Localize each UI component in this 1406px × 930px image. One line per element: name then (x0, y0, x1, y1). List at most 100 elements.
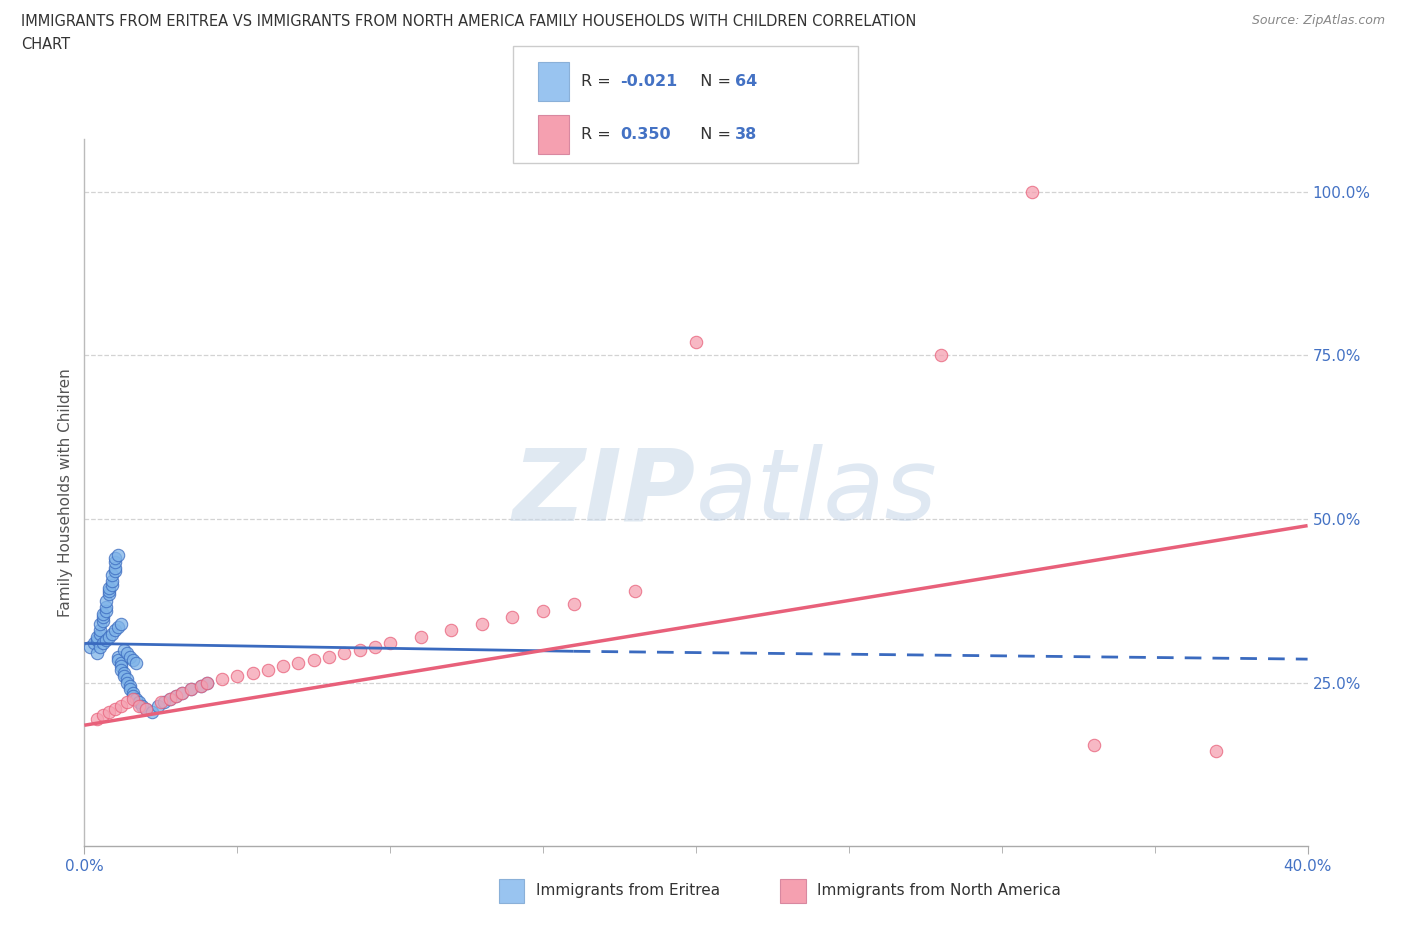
Point (94, 604, 117, 618)
Point (86, 630, 108, 644)
Point (83, 636, 105, 651)
Point (165, 688, 187, 703)
Point (115, 695, 138, 710)
Text: atlas: atlas (696, 445, 938, 541)
Point (86, 632, 108, 647)
Y-axis label: Family Households with Children: Family Households with Children (58, 368, 73, 618)
Point (440, 623, 463, 638)
Point (120, 649, 142, 664)
Point (104, 701, 127, 716)
Point (257, 662, 280, 677)
Point (471, 617, 494, 631)
Point (531, 604, 554, 618)
Point (1083, 737, 1105, 752)
Point (128, 695, 150, 710)
Point (211, 672, 233, 687)
Point (172, 685, 194, 700)
Point (91, 636, 114, 651)
Point (302, 652, 325, 667)
Point (91, 613, 114, 628)
Point (287, 656, 309, 671)
Point (128, 698, 150, 713)
Point (107, 652, 129, 667)
Point (89, 639, 111, 654)
Text: R =: R = (581, 127, 616, 142)
Point (122, 652, 145, 667)
Text: Immigrants from Eritrea: Immigrants from Eritrea (536, 884, 720, 898)
Point (112, 669, 135, 684)
Point (1021, 184, 1043, 199)
Point (226, 669, 249, 684)
Point (242, 666, 264, 681)
Point (94, 593, 117, 608)
Point (112, 643, 135, 658)
Point (110, 662, 132, 677)
Point (97, 705, 120, 720)
Point (349, 643, 371, 658)
Point (146, 698, 169, 713)
Point (97, 630, 120, 644)
Point (101, 626, 124, 641)
Point (159, 692, 181, 707)
Point (135, 701, 157, 716)
Text: ZIP: ZIP (513, 445, 696, 541)
Point (107, 548, 129, 563)
Point (110, 656, 132, 671)
Point (120, 679, 142, 694)
Text: N =: N = (690, 73, 737, 88)
Point (104, 554, 127, 569)
Point (101, 578, 124, 592)
Point (104, 561, 127, 576)
Point (149, 695, 172, 710)
Point (101, 574, 124, 589)
Text: CHART: CHART (21, 37, 70, 52)
Text: -0.021: -0.021 (620, 73, 678, 88)
Point (91, 708, 114, 723)
Point (1205, 744, 1227, 759)
Point (159, 692, 181, 707)
Point (318, 649, 340, 664)
Point (153, 695, 176, 710)
Point (97, 587, 120, 602)
Point (624, 584, 647, 599)
Point (120, 682, 142, 697)
Point (685, 335, 707, 350)
Point (125, 692, 148, 707)
Point (115, 672, 138, 687)
Point (86, 711, 108, 726)
Point (190, 679, 212, 694)
Point (115, 645, 138, 660)
Point (195, 675, 218, 690)
Point (165, 688, 187, 703)
Point (190, 679, 212, 694)
Text: Source: ZipAtlas.com: Source: ZipAtlas.com (1251, 14, 1385, 27)
Point (929, 348, 952, 363)
Point (125, 656, 148, 671)
Point (180, 682, 202, 697)
Point (101, 567, 124, 582)
Text: N =: N = (690, 127, 737, 142)
Point (333, 645, 356, 660)
Point (141, 705, 163, 720)
Point (107, 619, 129, 634)
Point (104, 623, 127, 638)
Point (91, 606, 114, 621)
Text: 38: 38 (735, 127, 758, 142)
Point (131, 698, 153, 713)
Text: Immigrants from North America: Immigrants from North America (817, 884, 1060, 898)
Point (110, 617, 132, 631)
Point (97, 584, 120, 599)
Point (79, 639, 101, 654)
Point (409, 630, 432, 644)
Point (180, 682, 202, 697)
Point (112, 666, 135, 681)
Point (115, 675, 138, 690)
Point (110, 698, 132, 713)
Point (94, 600, 117, 615)
Point (122, 692, 145, 707)
Point (89, 617, 111, 631)
Point (107, 649, 129, 664)
Point (135, 701, 157, 716)
Point (562, 597, 585, 612)
Point (122, 685, 145, 700)
